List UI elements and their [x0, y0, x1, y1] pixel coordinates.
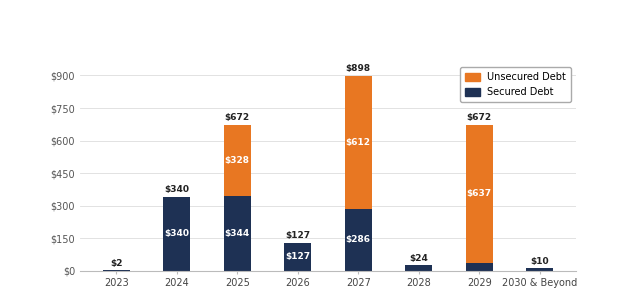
Text: $2: $2 [110, 258, 122, 268]
Bar [466, 263, 493, 271]
Text: 09/30/2023 Unsecured & Secured Debt Maturities ($mm)¹: 09/30/2023 Unsecured & Secured Debt Matu… [147, 43, 509, 56]
Text: $286: $286 [346, 235, 371, 244]
Bar [466, 125, 493, 263]
Text: $127: $127 [285, 252, 310, 261]
Text: $898: $898 [346, 64, 371, 73]
Bar [405, 265, 433, 271]
Text: $672: $672 [467, 113, 492, 122]
Text: $10: $10 [531, 257, 549, 266]
Legend: Unsecured Debt, Secured Debt: Unsecured Debt, Secured Debt [460, 67, 571, 102]
Bar [102, 270, 130, 271]
Text: $340: $340 [164, 185, 189, 194]
Text: $340: $340 [164, 229, 189, 238]
Bar [223, 196, 251, 271]
Text: $127: $127 [285, 231, 310, 240]
Bar [284, 243, 311, 271]
Text: $344: $344 [225, 229, 250, 238]
Bar [223, 125, 251, 196]
Bar [526, 268, 554, 271]
Text: $637: $637 [467, 189, 492, 199]
Bar [345, 209, 372, 271]
Text: $672: $672 [225, 113, 250, 122]
Text: $612: $612 [346, 138, 371, 147]
Text: $328: $328 [225, 156, 250, 165]
Bar [163, 197, 190, 271]
Text: $24: $24 [410, 254, 428, 263]
Bar [345, 76, 372, 209]
